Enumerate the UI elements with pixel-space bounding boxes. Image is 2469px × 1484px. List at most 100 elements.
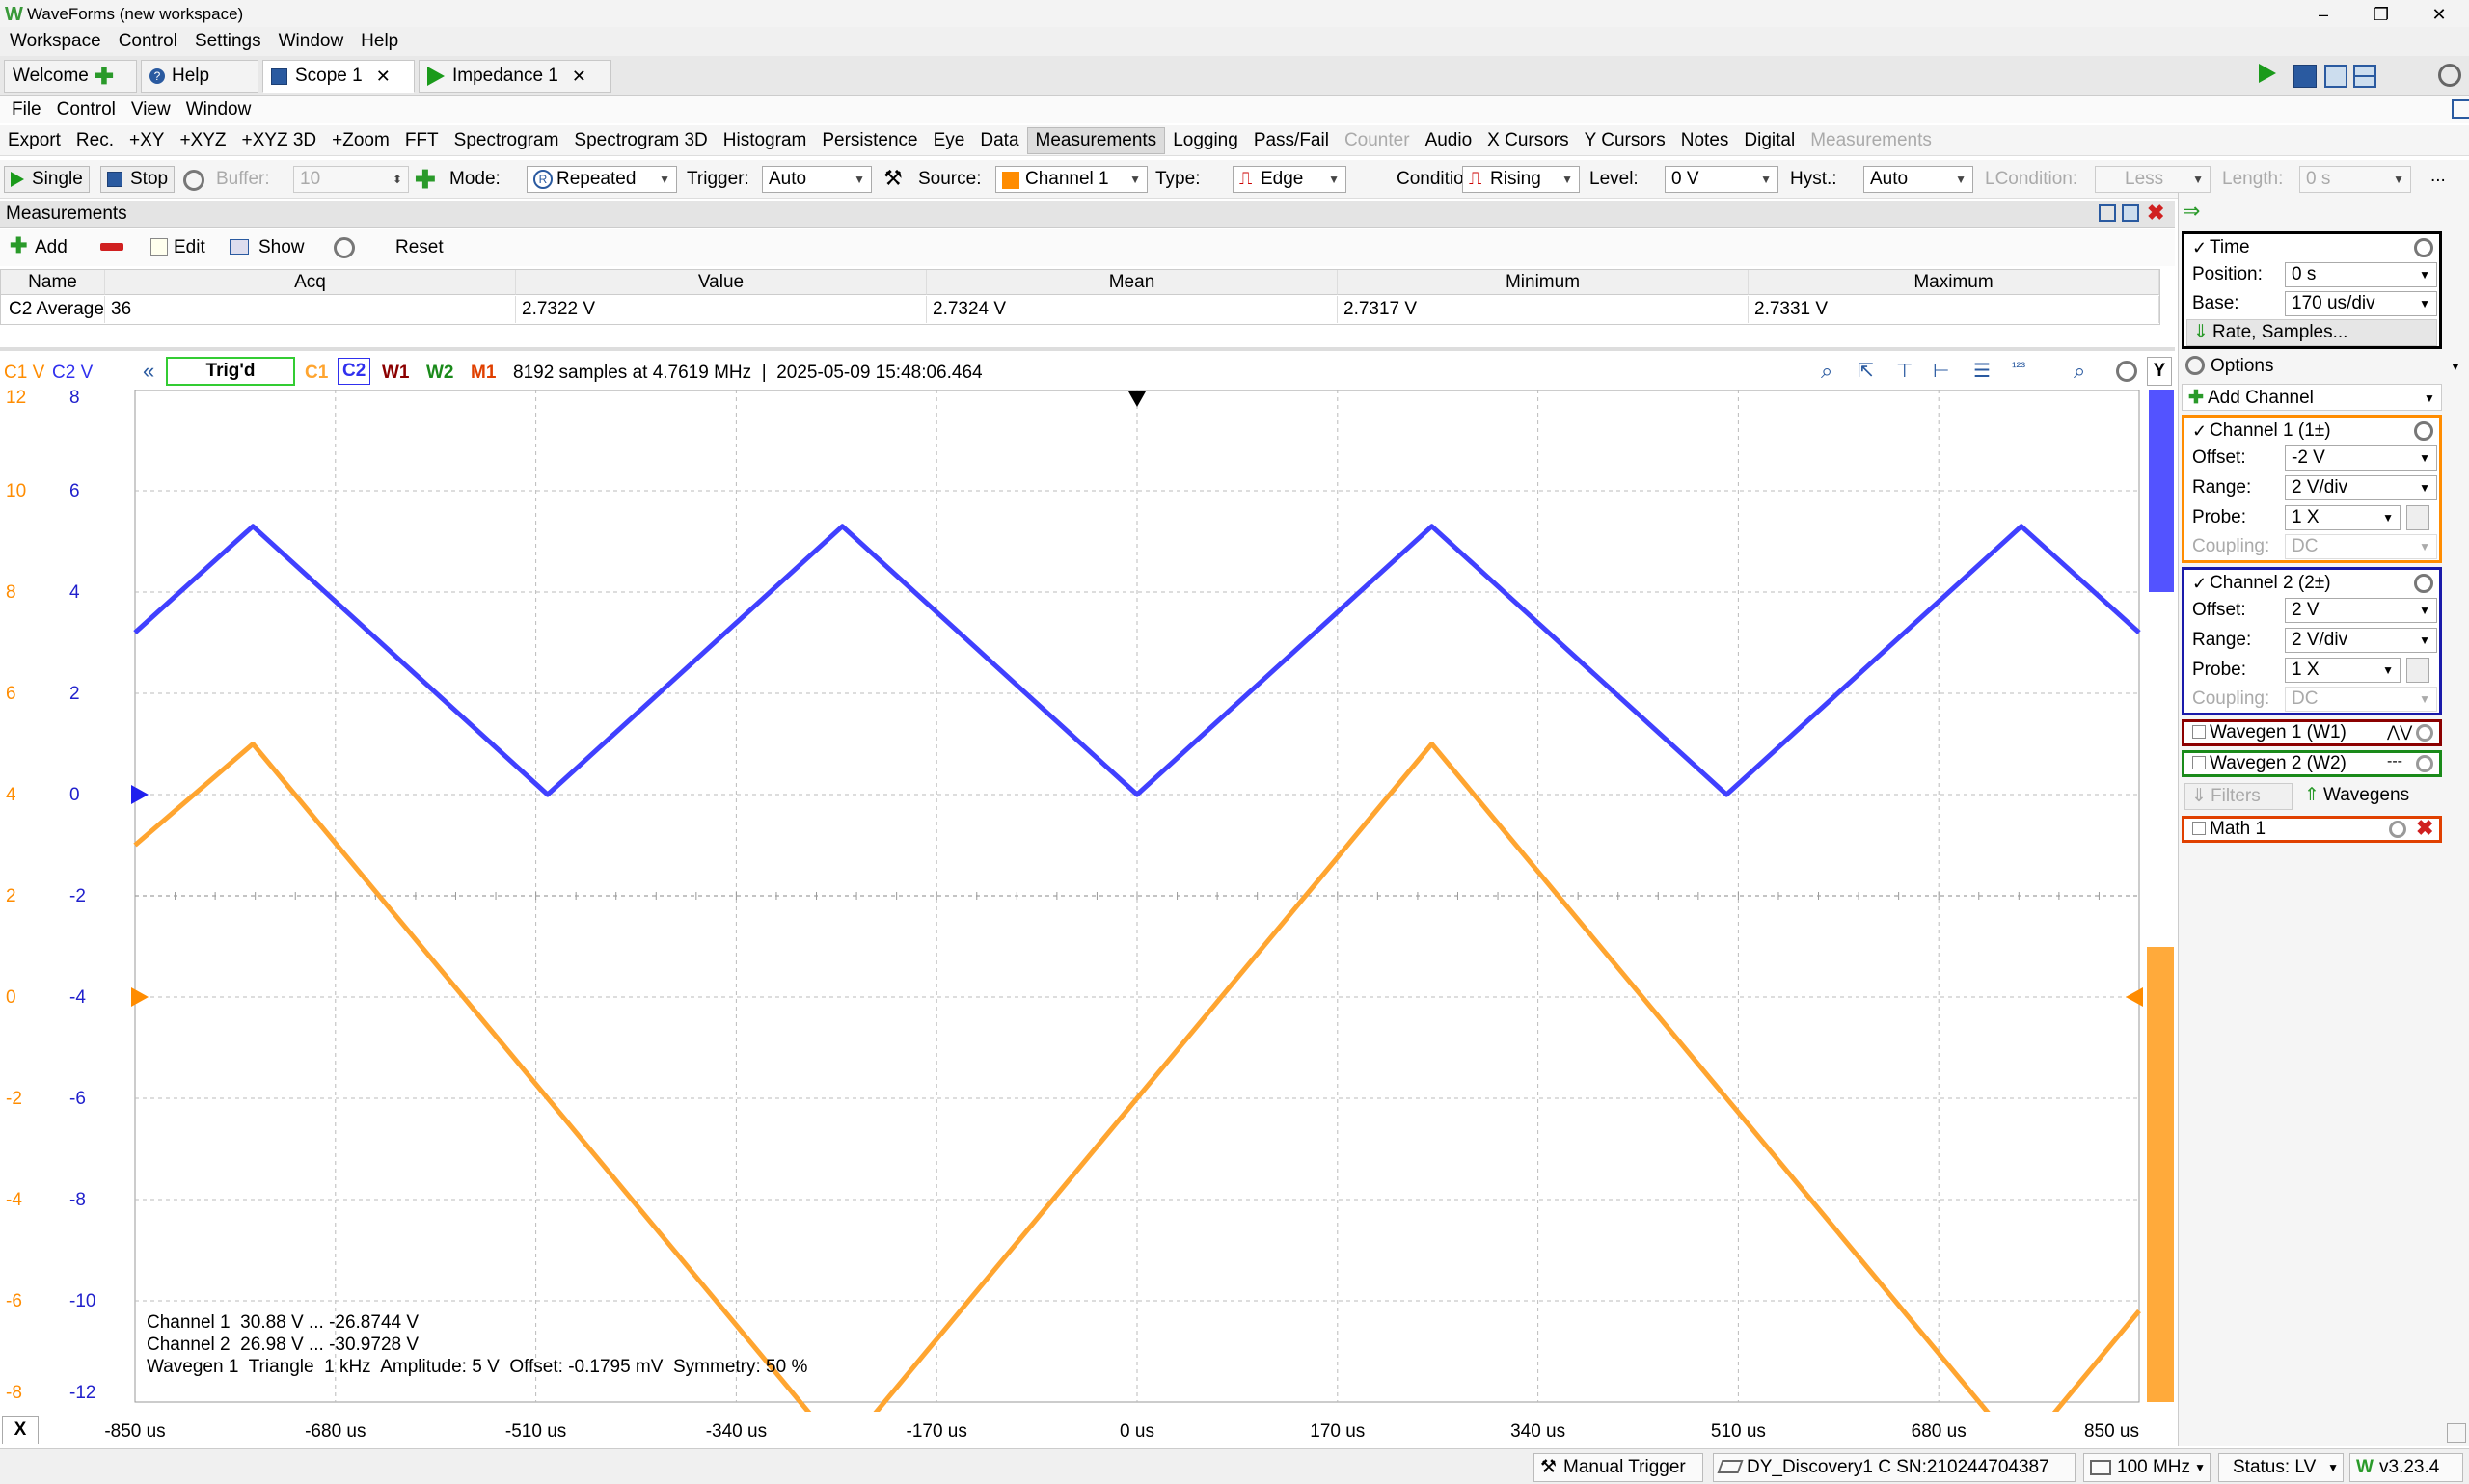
time-gear-icon[interactable] — [2414, 238, 2433, 257]
zoom-icon[interactable]: ⌕ — [1821, 359, 1833, 383]
stack-icon[interactable]: ☰ — [1973, 361, 1991, 382]
buffer-input[interactable]: 10 ⬍ — [293, 166, 409, 193]
time-header[interactable]: ✓ Time — [2184, 234, 2439, 261]
wavegen2-panel[interactable]: Wavegen 2 (W2) --- — [2182, 750, 2442, 777]
level-input[interactable]: 0 V ▼ — [1665, 166, 1778, 193]
legend-c1[interactable]: C1 — [305, 363, 329, 383]
channel2-range-input[interactable]: 2 V/div ▼ — [2285, 628, 2437, 653]
menu-settings[interactable]: Settings — [194, 31, 261, 51]
channel2-gear-icon[interactable] — [2414, 574, 2433, 593]
close-button[interactable]: ✕ — [2431, 5, 2447, 24]
minimize-button[interactable]: – — [2318, 5, 2328, 24]
rec-button[interactable]: Rec. — [75, 129, 114, 150]
condition-select[interactable]: ⎍ Rising ▼ — [1462, 166, 1580, 193]
channel1-offset-input[interactable]: -2 V ▼ — [2285, 445, 2437, 471]
channel1-coupling-select[interactable]: DC ▼ — [2285, 534, 2437, 559]
position-input[interactable]: 0 s ▼ — [2285, 262, 2437, 287]
add-xy-button[interactable]: +XY — [129, 129, 165, 150]
chevron-left-icon[interactable]: « — [143, 359, 155, 383]
tab-impedance[interactable]: Impedance 1 ✕ — [419, 60, 611, 93]
add-measurement-button[interactable]: Add — [35, 237, 68, 257]
more-button[interactable]: ... — [2430, 166, 2446, 186]
tab-welcome[interactable]: Welcome ✚ — [4, 60, 137, 93]
lcondition-select[interactable]: Less ▼ — [2095, 166, 2211, 193]
tab-scope[interactable]: Scope 1 ✕ — [262, 60, 415, 93]
add-zoom-button[interactable]: +Zoom — [332, 129, 390, 150]
submenu-window[interactable]: Window — [185, 99, 252, 120]
rate-samples-button[interactable]: ⇓ Rate, Samples... — [2186, 319, 2437, 346]
logging-button[interactable]: Logging — [1173, 129, 1238, 150]
tab-impedance-close-icon[interactable]: ✕ — [571, 66, 586, 86]
stop-button[interactable]: Stop — [100, 166, 176, 193]
y-axis-button[interactable]: Y — [2147, 357, 2172, 386]
add-xyz-button[interactable]: +XYZ — [179, 129, 227, 150]
add-instrument-plus-icon[interactable]: ✚ — [415, 165, 436, 194]
counter-button[interactable]: Counter — [1343, 129, 1410, 150]
base-input[interactable]: 170 us/div ▼ — [2285, 291, 2437, 316]
channel1-probe-select[interactable]: 1 X ▼ — [2285, 505, 2401, 530]
hammer-icon[interactable]: ⚒ — [883, 166, 903, 190]
device-button[interactable]: DY_Discovery1 C SN:210244704387 — [1713, 1453, 2076, 1482]
passfail-button[interactable]: Pass/Fail — [1253, 129, 1329, 150]
menu-help[interactable]: Help — [361, 31, 399, 51]
menu-window[interactable]: Window — [278, 31, 344, 51]
zoom-out-icon[interactable]: ⌕ — [2074, 359, 2086, 383]
mode-select[interactable]: R Repeated ▼ — [527, 166, 677, 193]
channel1-header[interactable]: ✓ Channel 1 (1±) — [2184, 418, 2439, 445]
legend-c2[interactable]: C2 — [338, 358, 371, 385]
run-all-button[interactable] — [2259, 64, 2284, 89]
stop-all-button[interactable] — [2293, 65, 2317, 88]
hyst-input[interactable]: Auto ▼ — [1863, 166, 1973, 193]
maximize-panel-icon[interactable] — [2122, 204, 2139, 222]
math1-panel[interactable]: Math 1 ✖ — [2182, 816, 2442, 843]
fit-horizontal-icon[interactable]: ⊢ — [1933, 361, 1950, 382]
submenu-file[interactable]: File — [12, 99, 41, 120]
channel1-range-input[interactable]: 2 V/div ▼ — [2285, 475, 2437, 500]
export-button[interactable]: Export — [8, 129, 61, 150]
plot-settings-gear-icon[interactable] — [2116, 361, 2137, 382]
gear-icon[interactable] — [2438, 64, 2461, 87]
menu-control[interactable]: Control — [118, 31, 177, 51]
reset-button[interactable]: Reset — [395, 237, 444, 257]
dock-icon[interactable] — [2452, 99, 2469, 119]
manual-trigger-button[interactable]: ⚒ Manual Trigger — [1533, 1453, 1703, 1482]
cursor-icon[interactable]: ⇱ — [1858, 361, 1874, 382]
show-button[interactable]: Show — [258, 237, 305, 257]
digital-button[interactable]: Digital — [1744, 129, 1796, 150]
data-button[interactable]: Data — [980, 129, 1019, 150]
remove-icon[interactable] — [100, 243, 123, 251]
frequency-button[interactable]: 100 MHz ▼ — [2083, 1453, 2211, 1482]
channel2-probe-select[interactable]: 1 X ▼ — [2285, 658, 2401, 683]
wavegen2-checkbox[interactable] — [2192, 756, 2206, 769]
edit-button[interactable]: Edit — [174, 237, 205, 257]
wavegen1-panel[interactable]: Wavegen 1 (W1) ⋀⋁ — [2182, 719, 2442, 746]
wavegen1-checkbox[interactable] — [2192, 725, 2206, 739]
add-channel-button[interactable]: ✚ Add Channel ▼ — [2182, 384, 2442, 411]
persistence-button[interactable]: Persistence — [822, 129, 918, 150]
wavegen1-gear-icon[interactable] — [2416, 724, 2433, 742]
scope-plot[interactable]: 12 10 8 6 4 2 0 -2 -4 -6 -8 8 6 4 2 0 -2 -4 -6 -8 -10 -12 — [0, 390, 2175, 1412]
math1-gear-icon[interactable] — [2389, 821, 2406, 838]
add-xyz3d-button[interactable]: +XYZ 3D — [241, 129, 317, 150]
eye-button[interactable]: Eye — [933, 129, 965, 150]
channel2-coupling-select[interactable]: DC ▼ — [2285, 687, 2437, 712]
x-axis-button[interactable]: X — [2, 1416, 39, 1444]
acq-settings-gear-icon[interactable] — [183, 170, 204, 191]
audio-button[interactable]: Audio — [1424, 129, 1473, 150]
arrow-right-icon[interactable]: ⇒ — [2183, 199, 2201, 223]
panel-scroll-icon[interactable] — [2447, 1423, 2466, 1443]
close-panel-icon[interactable]: ✖ — [2147, 201, 2165, 225]
math1-checkbox[interactable] — [2192, 822, 2206, 835]
tab-help[interactable]: ? Help — [141, 60, 258, 93]
channel2-header[interactable]: ✓ Channel 2 (2±) — [2184, 570, 2439, 597]
legend-w1[interactable]: W1 — [382, 363, 410, 383]
options-button[interactable]: Options ▼ — [2182, 353, 2467, 380]
spectrogram3d-button[interactable]: Spectrogram 3D — [574, 129, 708, 150]
measurements-secondary-button[interactable]: Measurements — [1810, 129, 1932, 150]
numbered-icon[interactable]: ¹²³ — [2012, 359, 2025, 374]
math1-close-icon[interactable]: ✖ — [2416, 816, 2434, 840]
x-cursors-button[interactable]: X Cursors — [1487, 129, 1569, 150]
channel1-gear-icon[interactable] — [2414, 421, 2433, 441]
wavegen2-gear-icon[interactable] — [2416, 755, 2433, 772]
